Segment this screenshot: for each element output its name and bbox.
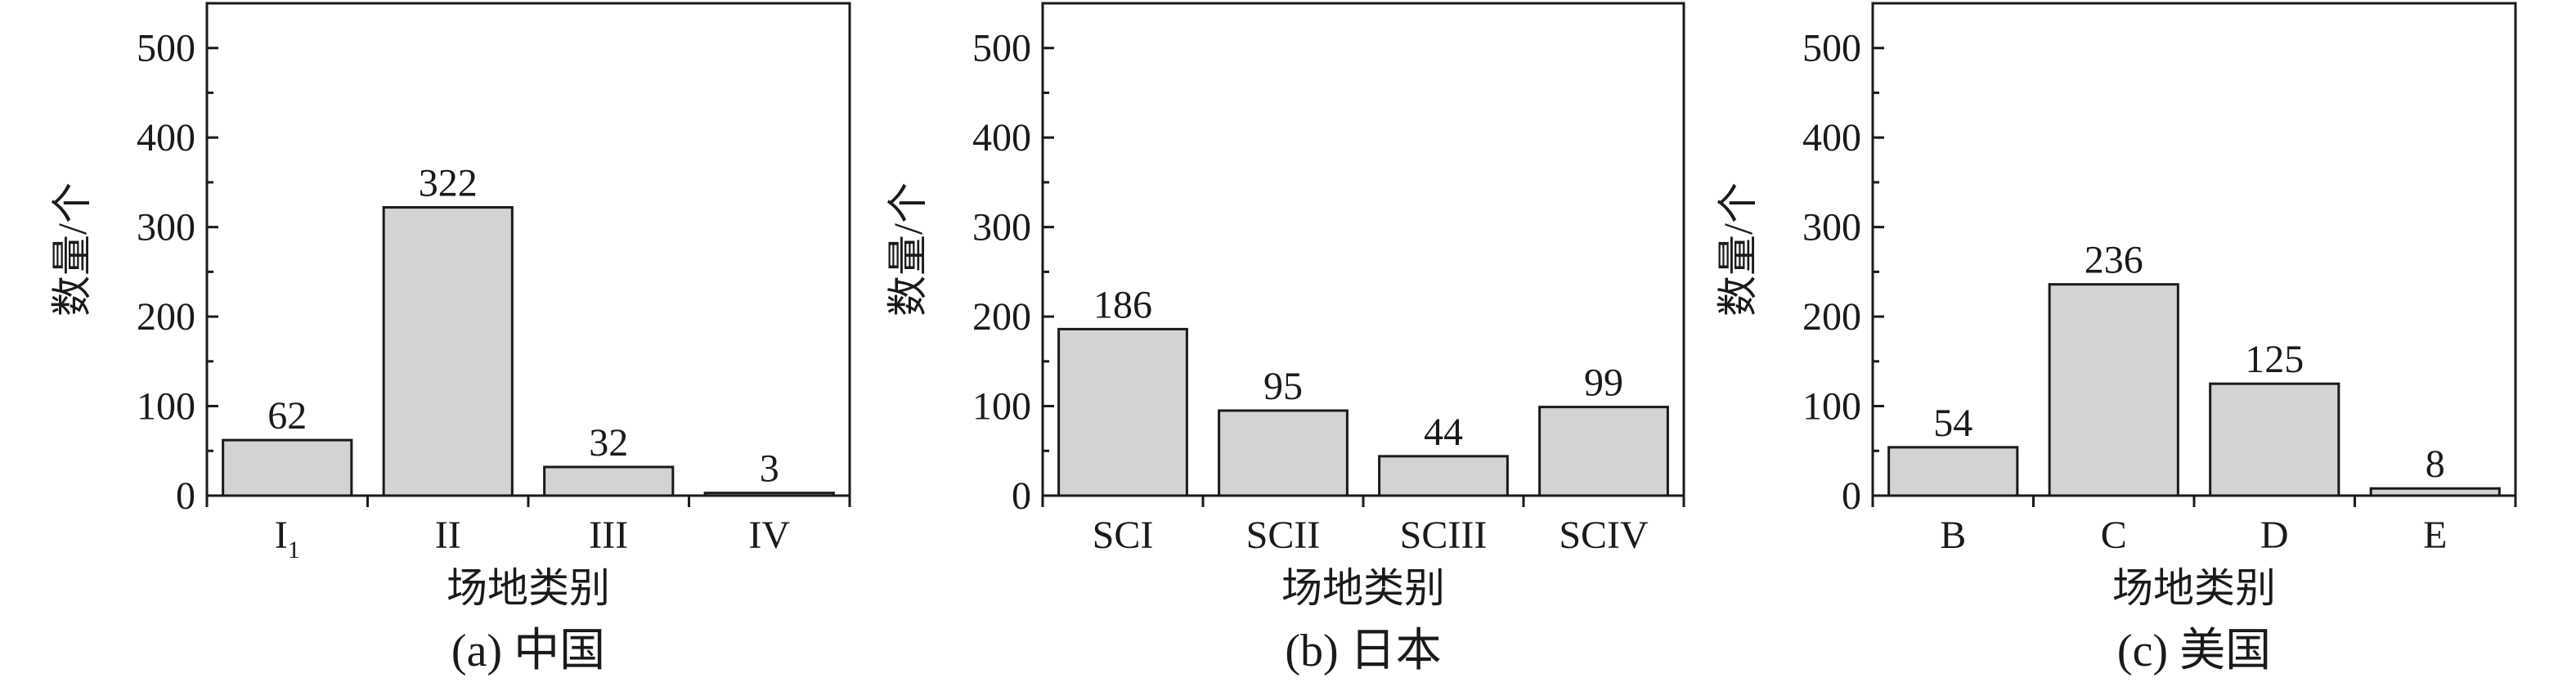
panel-caption: (a) 中国 — [451, 626, 605, 676]
data-label-SCI: 186 — [1093, 283, 1152, 326]
y-tick-label: 500 — [972, 27, 1031, 70]
bar-SCIV — [1538, 406, 1669, 497]
x-tick-label-SCII: SCII — [1246, 514, 1321, 557]
bar-SCIII — [1378, 455, 1509, 497]
x-tick-label-IV: IV — [748, 514, 790, 557]
data-label-B: 54 — [1933, 402, 1972, 445]
y-tick-label: 100 — [972, 385, 1031, 429]
bar-D — [2209, 382, 2340, 497]
data-label-D: 125 — [2245, 338, 2304, 381]
panel-caption: (c) 美国 — [2117, 626, 2271, 676]
data-label-C: 236 — [2085, 239, 2143, 282]
bar-SCII — [1218, 409, 1349, 497]
x-tick-label-D: D — [2260, 514, 2289, 557]
y-tick-label: 200 — [137, 295, 195, 339]
y-tick-label: 300 — [972, 206, 1031, 249]
x-tick-label-III: III — [589, 514, 628, 557]
x-tick-label-E: E — [2423, 514, 2447, 557]
x-tick-label-SCIV: SCIV — [1559, 514, 1649, 557]
bar-I1 — [222, 438, 353, 497]
bar-III — [543, 465, 675, 497]
x-axis-label: 场地类别 — [2112, 565, 2276, 611]
data-label-SCIV: 99 — [1584, 361, 1623, 405]
bar-B — [1887, 446, 2019, 497]
y-tick-label: 300 — [1802, 206, 1861, 249]
x-axis-label: 场地类别 — [1281, 565, 1445, 611]
y-tick-label: 400 — [1802, 116, 1861, 159]
chart-panel-3: 54 236 125 8 0 100 200 300 400 500 B C D E 场地类别 数量/个 (c)… — [1715, 2, 2517, 676]
bar-SCI — [1057, 327, 1188, 497]
y-axis-label: 数量/个 — [49, 182, 95, 317]
y-tick-label: 200 — [1802, 295, 1861, 339]
y-tick-label: 500 — [137, 27, 195, 70]
y-tick-label: 500 — [1802, 27, 1861, 70]
data-label-IV: 3 — [760, 447, 779, 491]
data-label-E: 8 — [2426, 442, 2445, 486]
y-tick-label: 0 — [176, 474, 195, 518]
y-tick-label: 400 — [137, 116, 195, 159]
data-label-I1: 62 — [267, 394, 307, 438]
bar-C — [2048, 283, 2179, 497]
y-tick-label: 300 — [137, 206, 195, 249]
y-axis-label: 数量/个 — [1715, 182, 1761, 317]
x-tick-label-SCIII: SCIII — [1400, 514, 1488, 557]
y-tick-label: 100 — [1802, 385, 1861, 429]
x-axis-label: 场地类别 — [447, 565, 610, 611]
data-label-III: 32 — [589, 421, 628, 465]
x-tick-label-II: II — [435, 514, 461, 557]
y-tick-label: 200 — [972, 295, 1031, 339]
data-label-SCII: 95 — [1263, 365, 1303, 408]
y-tick-label: 400 — [972, 116, 1031, 159]
y-tick-label: 0 — [1012, 474, 1031, 518]
data-label-SCIII: 44 — [1424, 411, 1463, 454]
data-label-II: 322 — [419, 162, 478, 205]
x-tick-label-C: C — [2101, 514, 2127, 557]
bar-II — [382, 206, 514, 497]
x-tick-label-B: B — [1940, 514, 1966, 557]
y-tick-label: 100 — [137, 385, 195, 429]
x-tick-label-I1: I1 — [275, 514, 300, 564]
chart-panel-2: 186 95 44 99 0 100 200 300 400 500 SCI SCII SCIII SCI… — [885, 2, 1685, 676]
y-tick-label: 0 — [1842, 474, 1861, 518]
y-axis-label: 数量/个 — [885, 182, 931, 317]
x-tick-label-SCI: SCI — [1093, 514, 1154, 557]
panel-caption: (b) 日本 — [1285, 626, 1441, 676]
